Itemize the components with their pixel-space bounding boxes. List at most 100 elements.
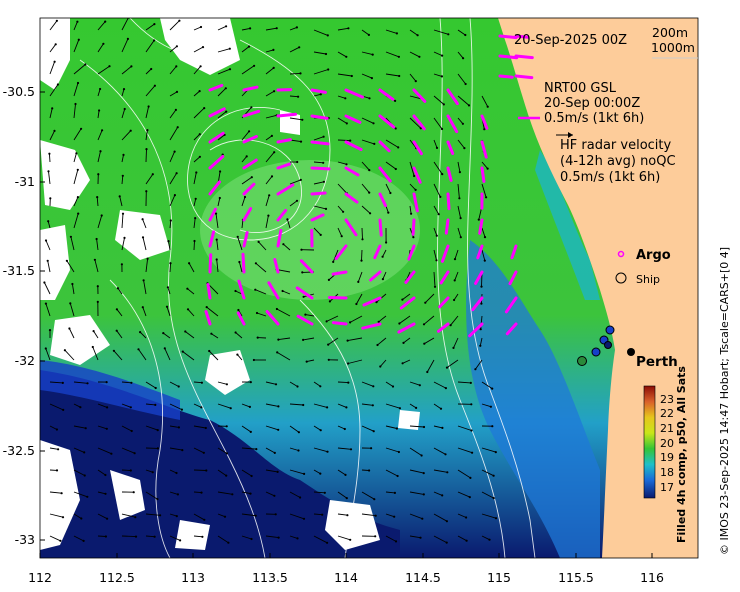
current-arrowhead <box>319 93 322 96</box>
y-tick-label: -32 <box>15 353 35 368</box>
current-arrow <box>361 205 371 214</box>
current-arrowhead <box>249 27 252 30</box>
current-arrow <box>377 337 387 346</box>
current-arrow <box>73 447 85 453</box>
current-arrowhead <box>100 214 103 217</box>
current-arrow <box>385 29 398 34</box>
current-arrow <box>361 73 373 79</box>
current-arrow <box>121 175 124 185</box>
gsl-arrow <box>206 283 212 300</box>
current-arrowhead <box>156 498 159 501</box>
current-arrow <box>313 136 324 141</box>
current-arrowhead <box>175 45 178 48</box>
current-arrow <box>241 27 251 31</box>
current-arrowhead <box>275 307 278 311</box>
current-arrow <box>217 25 227 31</box>
current-arrowhead <box>167 240 170 243</box>
current-arrow <box>361 51 373 56</box>
current-arrowhead <box>444 387 447 390</box>
gsl-arrow <box>412 192 419 213</box>
current-arrowhead <box>146 129 149 132</box>
current-arrowhead <box>445 366 449 369</box>
current-arrow <box>481 183 487 198</box>
gsl-arrow <box>407 244 416 261</box>
current-arrow <box>337 425 345 430</box>
current-arrow <box>145 40 155 53</box>
current-arrow <box>265 67 274 75</box>
current-arrowhead <box>68 327 71 330</box>
current-arrow <box>73 153 77 163</box>
current-arrow <box>70 236 75 251</box>
current-arrowhead <box>275 27 278 30</box>
current-arrowhead <box>470 429 473 432</box>
current-arrowhead <box>121 212 125 215</box>
gsl-arrow <box>508 270 518 286</box>
current-arrowhead <box>55 19 59 22</box>
current-arrow <box>169 126 179 141</box>
current-arrowhead <box>166 286 169 289</box>
current-arrow <box>265 425 279 431</box>
current-arrow <box>193 491 202 494</box>
current-arrowhead <box>296 537 299 540</box>
current-arrowhead <box>181 350 184 353</box>
current-arrow <box>433 227 438 236</box>
current-arrow <box>169 151 176 163</box>
current-arrowhead <box>69 235 72 238</box>
current-arrowhead <box>387 211 390 214</box>
current-arrow <box>457 73 466 85</box>
current-arrow <box>241 469 252 477</box>
current-arrow <box>121 66 132 75</box>
current-arrow <box>94 259 99 273</box>
current-arrow <box>169 381 179 387</box>
current-arrowhead <box>440 127 444 131</box>
current-arrow <box>145 130 148 141</box>
current-arrow <box>409 29 418 36</box>
current-arrow <box>399 315 411 324</box>
current-arrow <box>119 196 123 207</box>
gsl-arrow <box>498 54 519 60</box>
current-arrowhead <box>361 238 364 241</box>
current-arrow <box>49 130 55 141</box>
current-arrow <box>289 95 299 98</box>
contour-legend-200m: 200m <box>652 25 688 40</box>
current-arrowhead <box>104 535 107 538</box>
current-arrow <box>49 108 53 119</box>
current-arrowhead <box>453 258 457 261</box>
current-arrowhead <box>286 218 289 221</box>
current-arrow <box>385 447 400 453</box>
current-arrowhead <box>218 196 221 200</box>
current-arrowhead <box>394 127 397 130</box>
x-tick-label: 113.5 <box>252 570 288 585</box>
current-arrowhead <box>153 23 156 26</box>
current-arrowhead <box>224 87 227 90</box>
current-arrowhead <box>422 493 425 496</box>
current-arrow <box>433 73 443 77</box>
current-arrow <box>424 337 435 345</box>
current-arrow <box>241 65 255 75</box>
current-arrowhead <box>327 278 330 281</box>
current-arrowhead <box>371 53 374 56</box>
current-arrowhead <box>151 471 154 474</box>
current-arrowhead <box>98 109 101 112</box>
current-arrow <box>193 381 202 384</box>
current-arrowhead <box>199 25 203 29</box>
current-arrowhead <box>200 491 203 494</box>
current-arrow <box>256 312 267 317</box>
current-arrow <box>289 179 301 185</box>
current-arrow <box>193 133 201 141</box>
current-arrowhead <box>281 289 284 293</box>
current-arrow <box>433 183 441 198</box>
current-arrow <box>193 26 202 31</box>
current-arrow <box>289 72 301 75</box>
current-arrowhead <box>49 197 52 200</box>
current-arrowhead <box>295 26 298 29</box>
current-arrow <box>313 491 325 494</box>
current-arrowhead <box>181 449 184 452</box>
current-arrowhead <box>416 34 419 37</box>
current-arrowhead <box>147 105 150 108</box>
current-arrowhead <box>441 426 444 429</box>
current-arrowhead <box>297 431 300 434</box>
gsl-arrow <box>412 166 422 184</box>
gsl-arrow <box>241 252 246 274</box>
current-arrowhead <box>326 406 329 409</box>
